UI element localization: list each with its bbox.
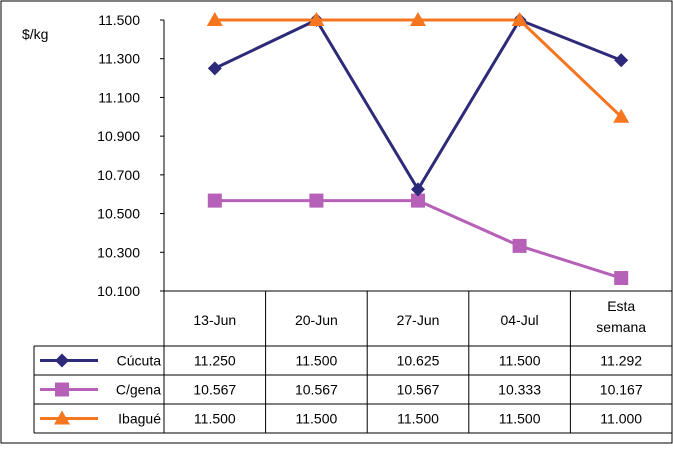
table-value: 11.292 bbox=[600, 353, 642, 369]
table-value: 11.500 bbox=[296, 353, 338, 369]
legend-keys: Cúcuta 11.250 11.500 10.625 11.500 11.292 C/ge… bbox=[40, 353, 643, 427]
table-value: 11.250 bbox=[194, 353, 236, 369]
table-value: 11.500 bbox=[499, 411, 541, 427]
x-category-label: 20-Jun bbox=[295, 312, 338, 328]
data-point bbox=[410, 12, 426, 26]
y-tick-label: 10.700 bbox=[97, 167, 140, 183]
legend-label: Ibagué bbox=[118, 411, 161, 427]
table-value: 11.500 bbox=[194, 411, 236, 427]
legend-marker bbox=[54, 410, 70, 425]
data-point bbox=[308, 12, 325, 26]
data-point bbox=[511, 12, 528, 26]
x-category-label: Esta semana bbox=[596, 298, 646, 335]
data-point bbox=[614, 271, 629, 286]
table-value: 10.567 bbox=[295, 382, 338, 398]
table-value: 10.567 bbox=[397, 382, 440, 398]
data-point bbox=[512, 238, 527, 253]
x-category-label-line: Esta bbox=[607, 298, 635, 314]
data-point bbox=[411, 182, 425, 197]
x-category-label: 27-Jun bbox=[397, 312, 440, 328]
legend-marker bbox=[55, 353, 69, 368]
table-value: 10.567 bbox=[193, 382, 236, 398]
y-tick-label: 10.100 bbox=[97, 283, 140, 299]
y-tick-label: 10.900 bbox=[97, 128, 140, 144]
table-value: 11.000 bbox=[600, 411, 642, 427]
series-1 bbox=[207, 193, 629, 286]
y-axis-ticks: 10.100 10.300 10.500 10.700 10.900 11.100 11.3… bbox=[97, 12, 164, 299]
table-value: 10.333 bbox=[498, 382, 541, 398]
y-tick-label: 10.300 bbox=[97, 244, 140, 260]
table-value: 11.500 bbox=[499, 353, 541, 369]
legend-label: C/gena bbox=[116, 382, 161, 398]
legend-marker bbox=[55, 382, 69, 397]
series-layer bbox=[206, 12, 630, 286]
data-point bbox=[614, 53, 629, 68]
legend-label: Cúcuta bbox=[117, 353, 162, 369]
y-tick-label: 11.100 bbox=[98, 89, 140, 105]
x-category-label: 04-Jul bbox=[501, 312, 539, 328]
table-value: 11.500 bbox=[397, 411, 439, 427]
table-value: 10.167 bbox=[600, 382, 643, 398]
x-category-label: 13-Jun bbox=[193, 312, 236, 328]
data-point bbox=[207, 61, 222, 76]
data-table: 13-Jun 20-Jun 27-Jun 04-Jul Esta semana bbox=[33, 290, 673, 434]
data-point bbox=[613, 108, 630, 123]
data-point bbox=[309, 193, 324, 208]
y-tick-label: 10.500 bbox=[97, 206, 140, 222]
x-category-label-line: semana bbox=[596, 319, 646, 335]
y-tick-label: 11.300 bbox=[98, 51, 140, 67]
y-tick-label: 11.500 bbox=[98, 12, 140, 28]
data-point bbox=[206, 12, 223, 26]
table-value: 10.625 bbox=[397, 353, 440, 369]
y-axis-unit-label: $/kg bbox=[22, 26, 48, 42]
table-value: 11.500 bbox=[296, 411, 338, 427]
series-2 bbox=[206, 12, 630, 123]
data-point bbox=[411, 193, 425, 208]
data-point bbox=[207, 193, 222, 208]
